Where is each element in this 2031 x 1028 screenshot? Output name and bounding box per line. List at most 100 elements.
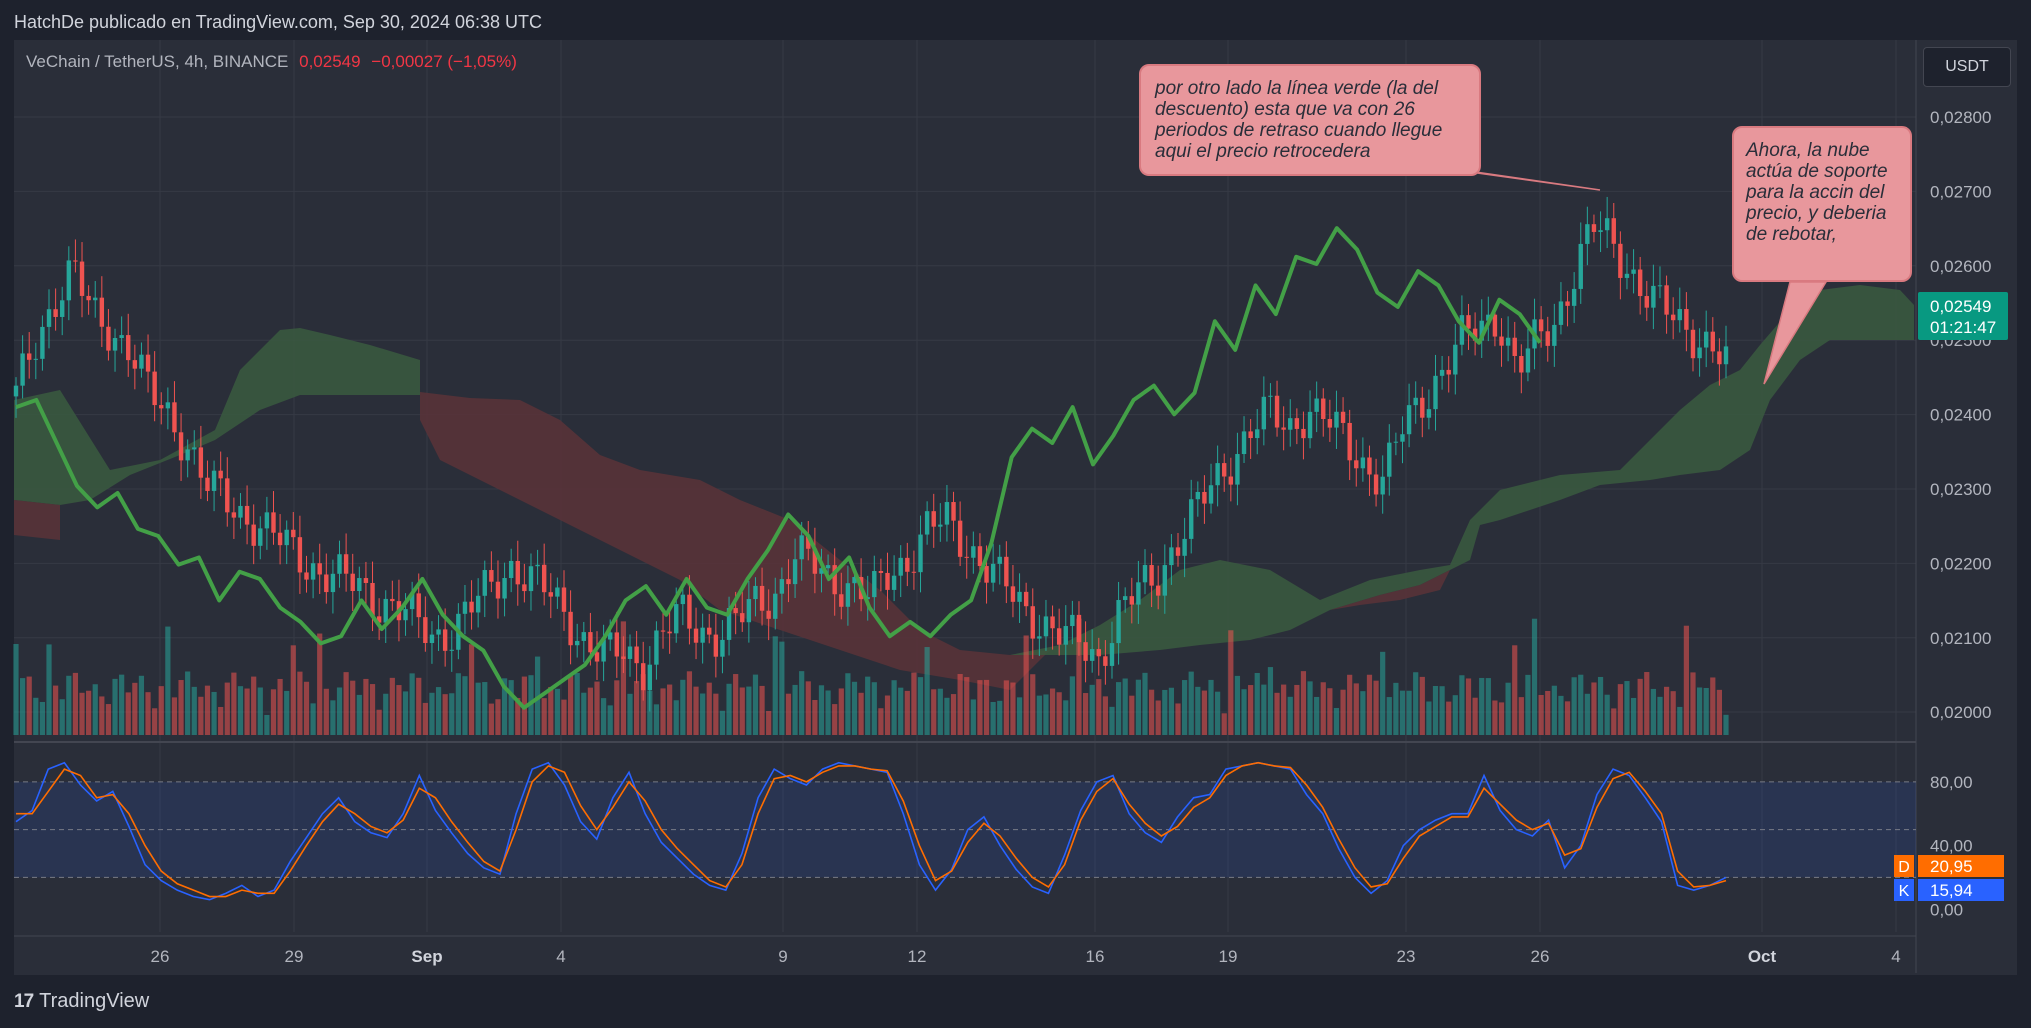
volume-bar bbox=[838, 688, 844, 735]
candle-body bbox=[165, 402, 171, 409]
volume-bar bbox=[1082, 693, 1089, 735]
candle-body bbox=[13, 385, 19, 397]
price-change: −0,00027 (−1,05%) bbox=[371, 52, 517, 71]
volume-bar bbox=[1716, 689, 1722, 735]
candle-body bbox=[60, 300, 65, 317]
candle-body bbox=[1598, 230, 1603, 232]
annotation-cloud-support[interactable]: Ahora, la nube actúa de soporte para la … bbox=[1732, 126, 1912, 282]
candle-body bbox=[1360, 457, 1366, 469]
candle-body bbox=[1321, 398, 1326, 420]
candle-body bbox=[462, 601, 468, 614]
volume-bar bbox=[1677, 706, 1683, 735]
tradingview-logo[interactable]: 17 TradingView bbox=[14, 990, 149, 1013]
volume-bar bbox=[845, 673, 851, 735]
volume-bar bbox=[554, 688, 560, 735]
candle-body bbox=[231, 512, 237, 518]
volume-bar bbox=[1459, 675, 1465, 735]
candle-body bbox=[1670, 314, 1676, 321]
volume-bar bbox=[1670, 691, 1676, 735]
candle-body bbox=[1400, 434, 1405, 442]
candle-body bbox=[1307, 411, 1313, 439]
candle-body bbox=[1182, 538, 1187, 556]
volume-bar bbox=[1115, 682, 1122, 735]
volume-bar bbox=[92, 684, 98, 735]
candle-body bbox=[990, 563, 996, 583]
candle-body bbox=[924, 511, 930, 535]
volume-bar bbox=[726, 683, 732, 735]
candle-body bbox=[27, 353, 32, 360]
volume-bar bbox=[1413, 672, 1419, 735]
volume-bar bbox=[1564, 701, 1571, 735]
currency-button[interactable]: USDT bbox=[1923, 47, 2011, 87]
volume-bar bbox=[66, 675, 72, 735]
candle-body bbox=[152, 371, 157, 406]
volume-bar bbox=[805, 681, 811, 735]
candle-body bbox=[667, 631, 672, 634]
candle-body bbox=[1050, 616, 1055, 629]
candle-body bbox=[291, 529, 296, 538]
volume-bar bbox=[1221, 713, 1227, 735]
candle-body bbox=[310, 563, 316, 580]
stoch-level-label: 40,00 bbox=[1930, 837, 1973, 856]
candle-body bbox=[1604, 218, 1610, 231]
candle-body bbox=[390, 598, 395, 602]
volume-bar bbox=[1538, 694, 1544, 735]
volume-bar bbox=[673, 700, 679, 735]
candle-body bbox=[1631, 269, 1636, 274]
volume-bar bbox=[858, 692, 864, 735]
candle-body bbox=[86, 295, 91, 301]
candle-body bbox=[1255, 429, 1260, 439]
candle-body bbox=[1380, 476, 1385, 495]
candle-body bbox=[1565, 301, 1570, 306]
candle-body bbox=[502, 578, 507, 599]
volume-bar bbox=[1314, 696, 1320, 735]
candle-body bbox=[1261, 396, 1267, 430]
volume-bar bbox=[772, 636, 778, 735]
volume-bar bbox=[924, 647, 930, 735]
price-badge-value: 0,02549 bbox=[1930, 297, 1991, 316]
volume-bar bbox=[1650, 688, 1656, 735]
candle-body bbox=[218, 470, 223, 479]
volume-bar bbox=[581, 692, 587, 735]
volume-bar bbox=[851, 681, 858, 735]
time-tick-label: 16 bbox=[1086, 947, 1105, 966]
candle-body bbox=[944, 502, 950, 525]
volume-bar bbox=[257, 687, 263, 735]
volume-bar bbox=[363, 678, 369, 735]
candle-body bbox=[475, 595, 481, 613]
volume-bar bbox=[198, 696, 204, 735]
annotation-lagging-line[interactable]: por otro lado la línea verde (la del des… bbox=[1139, 64, 1481, 176]
candle-body bbox=[1129, 596, 1134, 605]
volume-bar bbox=[950, 694, 957, 735]
volume-bar bbox=[26, 676, 32, 735]
volume-bar bbox=[686, 671, 693, 735]
volume-bar bbox=[964, 677, 970, 735]
volume-bar bbox=[1347, 674, 1353, 735]
volume-bar bbox=[878, 708, 884, 735]
volume-bar bbox=[832, 704, 838, 735]
volume-bar bbox=[13, 644, 19, 735]
time-tick-label: 26 bbox=[1531, 947, 1550, 966]
candle-body bbox=[819, 568, 824, 574]
candle-body bbox=[740, 613, 745, 623]
candle-body bbox=[1109, 643, 1115, 666]
candle-body bbox=[73, 260, 78, 262]
volume-bar bbox=[865, 676, 871, 735]
volume-bar bbox=[1076, 618, 1082, 735]
volume-bar bbox=[1696, 687, 1703, 735]
price-tick-label: 0,02700 bbox=[1930, 182, 1991, 201]
candle-body bbox=[350, 573, 355, 592]
candle-body bbox=[20, 353, 25, 386]
candle-body bbox=[1096, 649, 1101, 657]
candle-body bbox=[1664, 285, 1669, 315]
candle-body bbox=[211, 470, 217, 491]
chart-area[interactable] bbox=[14, 40, 2017, 975]
candle-body bbox=[627, 646, 633, 659]
candle-body bbox=[1433, 375, 1438, 410]
candle-body bbox=[1367, 457, 1372, 475]
candle-body bbox=[304, 572, 309, 580]
volume-bar bbox=[152, 708, 158, 735]
volume-bar bbox=[1089, 684, 1095, 735]
volume-bar bbox=[1030, 674, 1036, 735]
